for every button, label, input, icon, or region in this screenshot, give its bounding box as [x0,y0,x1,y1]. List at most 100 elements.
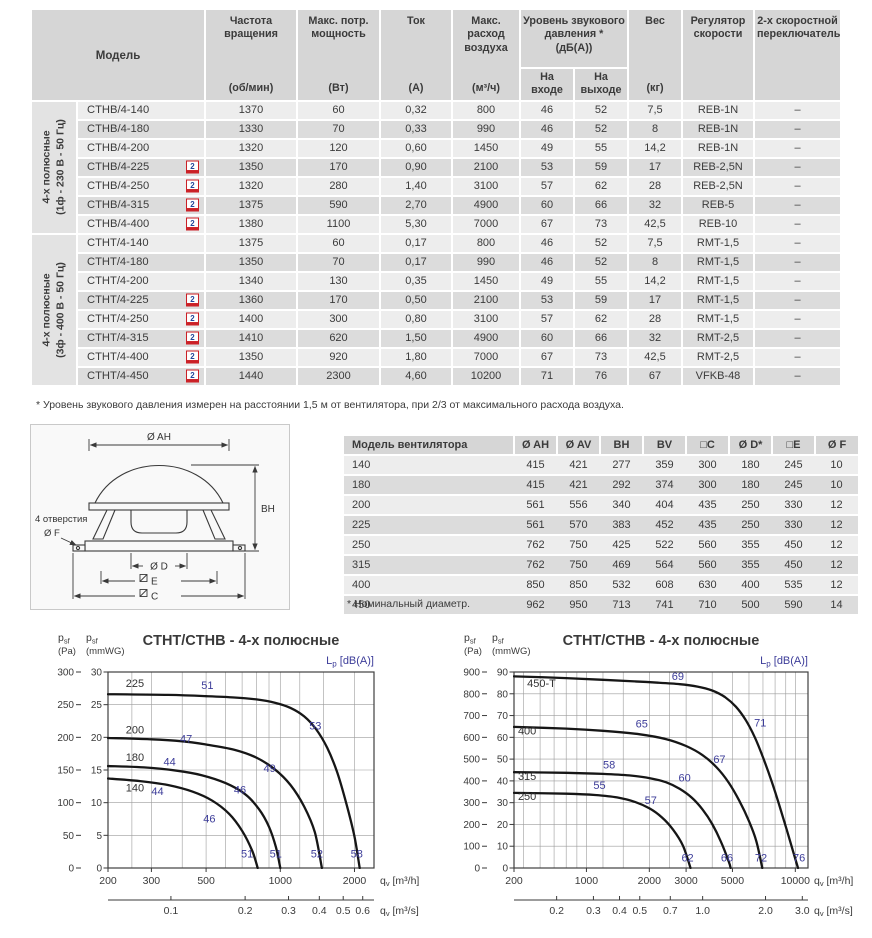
cell-noise_in: 60 [521,196,573,214]
dim-label-d: Ø D [150,562,168,573]
cell-noise_in: 46 [521,101,573,119]
noise-legend-label: Lp [dB(A)] [326,655,374,669]
cell-current: 0,90 [381,158,451,176]
dim-row: 225 561 570 383 452 435 250 330 12 [344,515,858,535]
dim-row: 250 762 750 425 522 560 355 450 12 [344,535,858,555]
model-name: CTHB/4-140 [78,101,204,119]
svg-text:15: 15 [91,766,103,777]
dim-cell: 469 [600,555,643,575]
noise-level-label: 62 [681,852,693,864]
svg-text:5000: 5000 [721,875,745,887]
dim-cell: 850 [557,575,600,595]
noise-level-label: 60 [679,772,691,784]
svg-text:2: 2 [190,296,195,305]
dim-cell: 359 [643,455,686,475]
cell-weight: 28 [629,177,681,195]
cell-weight: 42,5 [629,348,681,366]
noise-level-label: 57 [645,795,657,807]
cell-noise_out: 76 [575,367,627,385]
dim-cell: 713 [600,595,643,615]
y-axis-symbol: psf [464,632,477,646]
dim-cell: 355 [729,555,772,575]
dim-cell: 12 [815,515,858,535]
dim-label-bh: BH [261,504,275,515]
cell-noise_out: 62 [575,177,627,195]
dim-cell: 340 [600,495,643,515]
dim-col-header: Ø F [815,436,858,455]
cell-rpm: 1410 [206,329,296,347]
dim-col-header: □C [686,436,730,455]
cell-regulator: REB-5 [683,196,753,214]
svg-text:2: 2 [190,334,195,343]
col-header-noise-in: На входе [521,69,573,100]
cell-rpm: 1360 [206,291,296,309]
noise-level-label: 69 [672,671,684,683]
svg-text:0.5: 0.5 [336,905,351,917]
cell-airflow: 990 [453,253,519,271]
model-name: CTHT/4-140 [78,234,204,252]
cell-switch: – [755,234,840,252]
cell-regulator: REB-2,5N [683,177,753,195]
svg-text:5: 5 [96,831,102,842]
cell-switch: – [755,329,840,347]
cell-noise_in: 46 [521,234,573,252]
dim-table-body: 140 415 421 277 359 300 180 245 10 180 415 421 292 37… [344,455,858,615]
noise-level-label: 51 [201,680,213,692]
cell-power: 620 [298,329,379,347]
cell-noise_out: 52 [575,120,627,138]
dim-cell: 415 [514,455,557,475]
cell-current: 0,32 [381,101,451,119]
cell-airflow: 10200 [453,367,519,385]
y-axis-unit: (Pa) [58,646,76,657]
dim-cell: 330 [772,495,815,515]
dim-col-header: Ø D* [729,436,773,455]
cell-noise_in: 53 [521,291,573,309]
model-name: CTHT/4-450 2 [78,367,204,385]
noise-level-label: 47 [180,734,192,746]
svg-text:0.4: 0.4 [312,905,327,917]
spec-row: 4-х полюсные (1ф - 230 В - 50 Гц) CTHB/4-1… [32,101,840,233]
cell-regulator: VFKB-48 [683,367,753,385]
dim-cell: 415 [514,475,557,495]
svg-text:2: 2 [190,353,195,362]
svg-text:0.2: 0.2 [549,905,564,917]
dim-cell: 383 [600,515,643,535]
cell-airflow: 4900 [453,329,519,347]
svg-text:2: 2 [190,372,195,381]
model-name: CTHB/4-250 2 [78,177,204,195]
svg-text:3.0: 3.0 [795,905,810,917]
spec-row: CTHB/4-400 2 1380 1100 5,30 7000 67 73 42,5 REB-1… [32,215,840,233]
cell-airflow: 2100 [453,158,519,176]
cell-noise_in: 49 [521,272,573,290]
cell-switch: – [755,196,840,214]
curve-model-label: 400 [518,726,536,738]
dim-cell: 400 [729,575,772,595]
erp-badge-icon: 2 [186,198,199,212]
cell-regulator: REB-1N [683,101,753,119]
fan-curve-315 [513,771,732,869]
cell-weight: 8 [629,120,681,138]
cell-noise_out: 55 [575,139,627,157]
y-axis-unit: (Pa) [464,646,482,657]
dim-label-e: E [151,577,158,588]
svg-text:2.0: 2.0 [758,905,773,917]
svg-text:0: 0 [96,864,102,875]
cell-regulator: RMT-1,5 [683,253,753,271]
dim-cell: 850 [514,575,557,595]
cell-rpm: 1380 [206,215,296,233]
cell-power: 590 [298,196,379,214]
dim-cell: 452 [643,515,686,535]
dim-col-header: BV [643,436,687,455]
cell-rpm: 1340 [206,272,296,290]
pole-group-label: 4-х полюсные (3ф - 400 В - 50 Гц) [32,234,76,385]
x-axis-unit: qv [m³/h] [380,875,419,888]
svg-text:20: 20 [497,820,509,831]
cell-power: 60 [298,101,379,119]
erp-badge-icon: 2 [186,312,199,326]
svg-text:500: 500 [463,755,480,766]
y-axis-symbol: psf [492,632,505,646]
svg-text:60: 60 [497,733,509,744]
pole-group-label: 4-х полюсные (1ф - 230 В - 50 Гц) [32,101,76,233]
cell-noise_out: 73 [575,348,627,366]
svg-text:2: 2 [190,182,195,191]
